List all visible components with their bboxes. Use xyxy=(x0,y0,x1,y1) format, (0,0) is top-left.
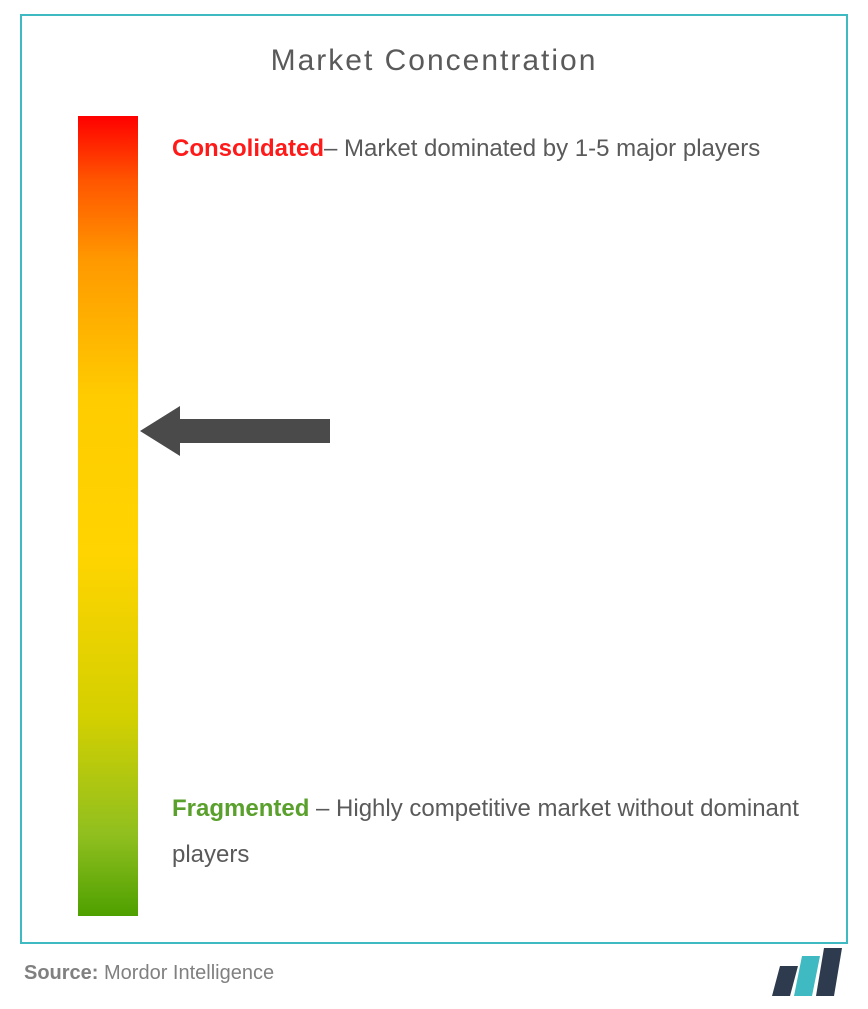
source-line: Source: Mordor Intelligence xyxy=(24,962,274,985)
consolidated-label: Consolidated– Market dominated by 1-5 ma… xyxy=(172,126,832,172)
fragmented-label: Fragmented – Highly competitive market w… xyxy=(172,786,832,877)
source-value: Mordor Intelligence xyxy=(98,962,274,984)
fragmented-lead: Fragmented xyxy=(172,795,309,822)
consolidated-lead: Consolidated xyxy=(172,135,324,162)
arrow-shape xyxy=(140,406,330,456)
source-label: Source: xyxy=(24,962,98,984)
consolidated-rest: – Market dominated by 1-5 major players xyxy=(324,135,760,162)
concentration-gradient-bar xyxy=(78,116,138,916)
chart-title: Market Concentration xyxy=(22,44,846,78)
chart-frame: Market Concentration Consolidated– Marke… xyxy=(20,14,848,944)
mordor-logo xyxy=(772,948,842,996)
position-arrow xyxy=(140,406,330,456)
logo-bars xyxy=(772,948,842,996)
